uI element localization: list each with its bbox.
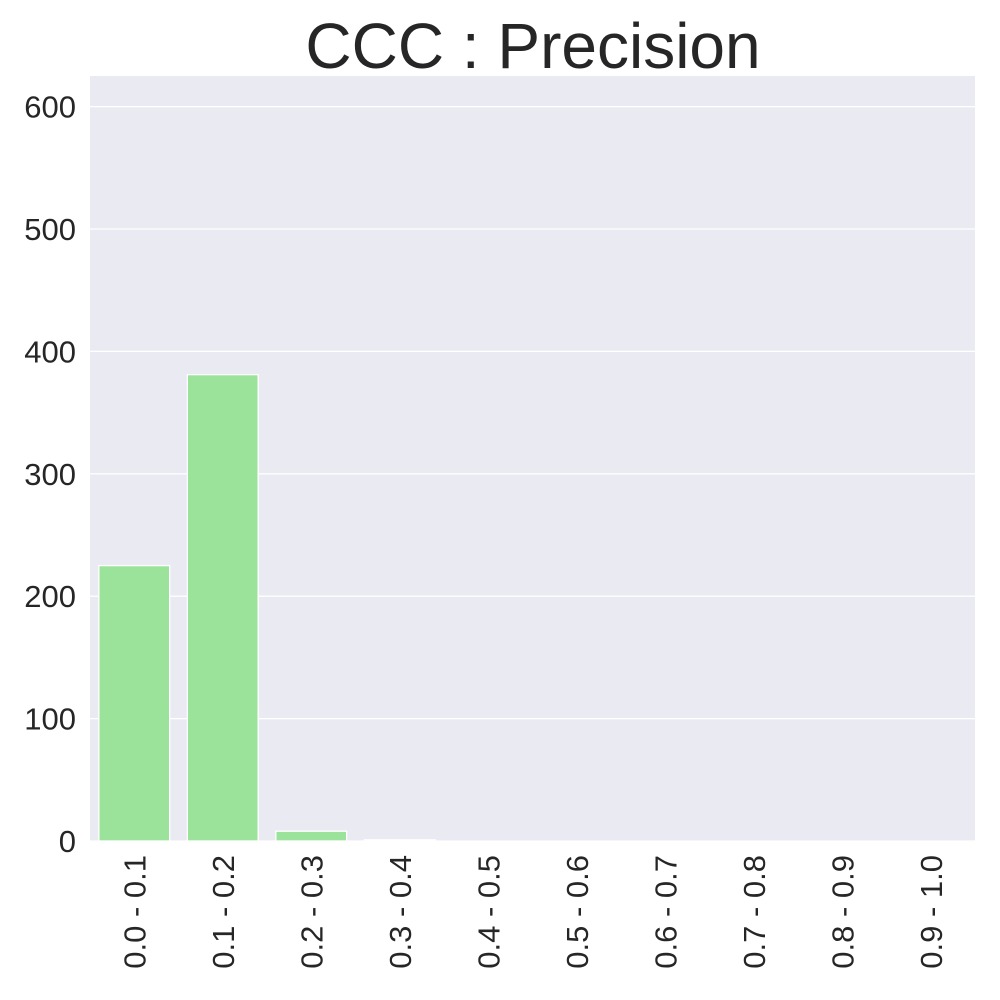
bar <box>363 839 436 842</box>
bar <box>275 830 348 842</box>
x-tick-label: 0.2 - 0.3 <box>294 855 329 969</box>
bar <box>186 374 259 842</box>
y-tick-label: 300 <box>24 457 76 492</box>
y-tick-label: 500 <box>24 212 76 247</box>
x-tick-label: 0.4 - 0.5 <box>471 855 506 969</box>
x-tick-label: 0.8 - 0.9 <box>825 855 860 969</box>
x-tick-label: 0.9 - 1.0 <box>914 855 949 969</box>
y-tick-label: 400 <box>24 334 76 369</box>
y-tick-label: 100 <box>24 702 76 737</box>
y-tick-label: 200 <box>24 579 76 614</box>
y-tick-label: 600 <box>24 90 76 125</box>
x-tick-label: 0.5 - 0.6 <box>560 855 595 969</box>
y-tick-label: 0 <box>59 824 76 859</box>
bars <box>98 374 436 842</box>
bar <box>98 564 171 842</box>
x-tick-label: 0.7 - 0.8 <box>737 855 772 969</box>
chart-title: CCC : Precision <box>305 10 760 82</box>
x-tick-label: 0.0 - 0.1 <box>117 855 152 969</box>
x-axis-ticks: 0.0 - 0.1 0.1 - 0.2 0.2 - 0.3 0.3 - 0.4 0.4 … <box>117 855 949 969</box>
y-axis-ticks: 0 100 200 300 400 500 600 <box>24 90 76 859</box>
x-tick-label: 0.6 - 0.7 <box>648 855 683 969</box>
x-tick-label: 0.1 - 0.2 <box>206 855 241 969</box>
x-tick-label: 0.3 - 0.4 <box>383 855 418 969</box>
